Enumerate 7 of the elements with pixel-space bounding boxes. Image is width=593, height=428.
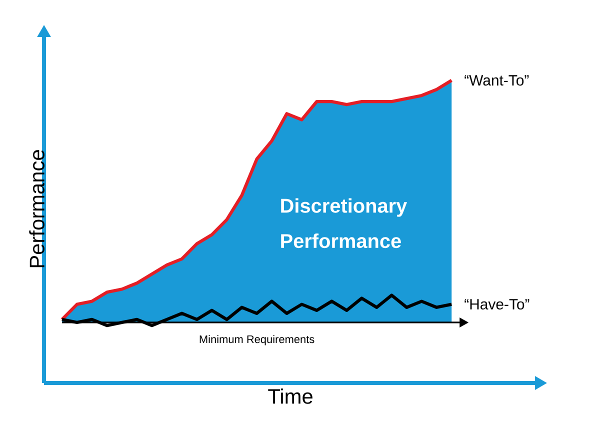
annotation: Discretionary: [281, 198, 408, 217]
annotation: Performance: [281, 233, 401, 248]
series-label: “Want-To”: [464, 75, 529, 86]
ref-line-label: Minimum Requirements: [200, 335, 314, 346]
y-axis-title: Performance: [29, 150, 44, 268]
x-axis-title: Time: [268, 388, 312, 404]
series-label: “Have-To”: [464, 299, 530, 310]
